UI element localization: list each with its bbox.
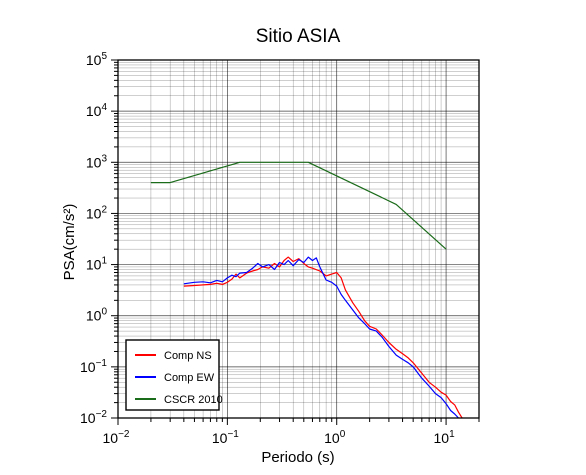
legend-label: Comp EW <box>164 372 215 384</box>
x-tick-label: 10−2 <box>103 429 130 446</box>
ticks <box>111 59 480 425</box>
x-tick-label: 10−1 <box>212 429 239 446</box>
series-line-comp-ns <box>183 256 463 418</box>
legend-label: Comp NS <box>164 350 212 362</box>
y-axis-label: PSA(cm/s²) <box>61 204 78 281</box>
x-tick-label: 101 <box>434 429 456 446</box>
y-tick-label: 103 <box>86 153 108 170</box>
x-tick-label: 100 <box>324 429 346 446</box>
y-tick-label: 10−1 <box>80 358 107 375</box>
y-tick-label: 105 <box>86 51 108 68</box>
series-group <box>150 161 463 418</box>
y-tick-label: 10−2 <box>80 409 107 426</box>
series-line-cscr-2010 <box>150 161 447 250</box>
y-tick-label: 102 <box>86 204 108 221</box>
y-tick-label: 104 <box>86 102 108 119</box>
legend-label: CSCR 2010 <box>164 394 223 406</box>
x-axis-label: Periodo (s) <box>261 449 334 466</box>
legend: Comp NS Comp EW CSCR 2010 <box>125 339 223 411</box>
series-line-comp-ew <box>183 256 459 418</box>
chart-title: Sitio ASIA <box>256 26 341 47</box>
plot-frame <box>117 59 480 419</box>
y-tick-label: 101 <box>86 256 108 273</box>
plot-area: 10−2 10−1 100 101 10−2 10−1 100 101 102 103 104 105 <box>80 51 480 446</box>
y-tick-label: 100 <box>86 307 108 324</box>
